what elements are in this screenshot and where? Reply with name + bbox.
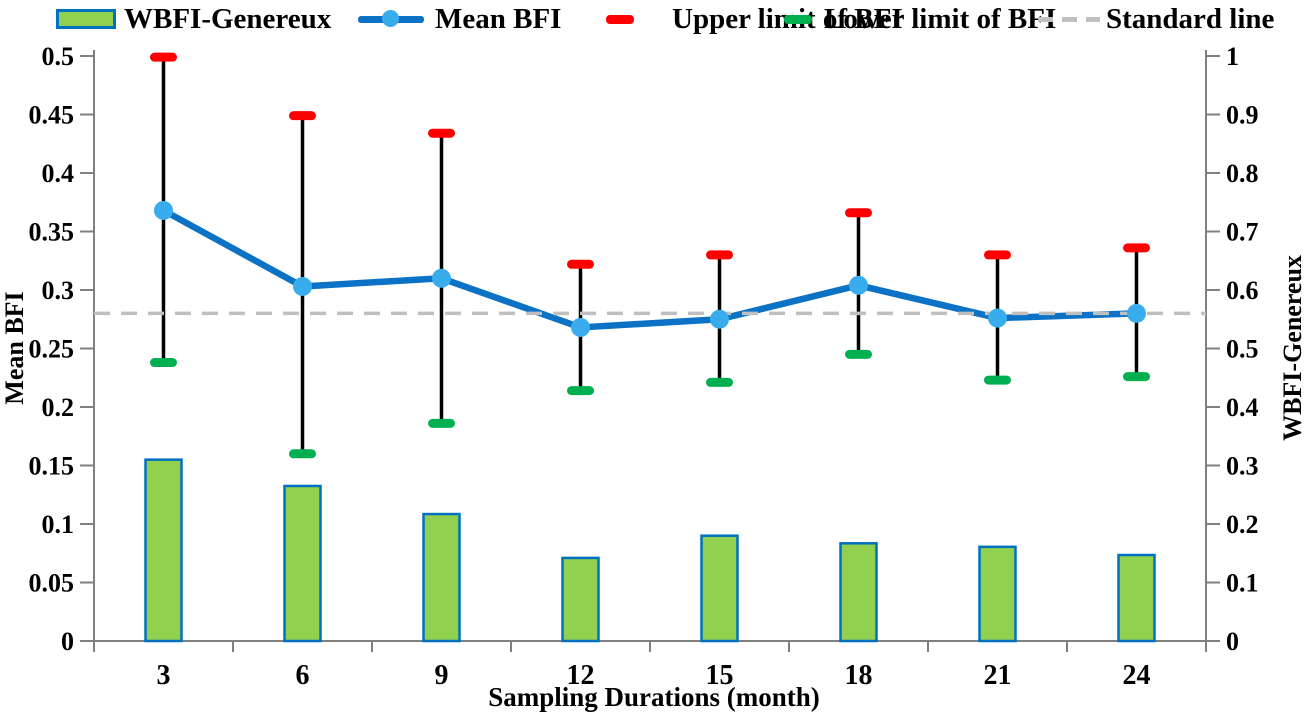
upper-limit-cap <box>984 250 1011 260</box>
mean-marker <box>432 268 451 288</box>
lower-limit-cap <box>150 358 177 368</box>
x-category-label: 21 <box>984 660 1012 691</box>
legend-item-mean-bfi: Mean BFI <box>358 0 561 38</box>
bar <box>144 458 183 643</box>
left-tick-label: 0.5 <box>42 42 75 71</box>
x-category-label: 24 <box>1123 660 1151 691</box>
mean-marker <box>293 276 312 296</box>
bar <box>422 512 461 643</box>
lower-limit-cap <box>1123 372 1150 382</box>
right-tick-label: 1 <box>1226 42 1239 71</box>
right-tick-label: 0.6 <box>1226 276 1259 305</box>
bar <box>1117 553 1156 643</box>
left-tick-label: 0.3 <box>42 276 75 305</box>
mean-bfi-markers <box>154 200 1146 337</box>
left-tick-label: 0.4 <box>42 159 75 188</box>
lower-limit-cap <box>706 377 733 387</box>
right-tick-label: 0.7 <box>1226 218 1259 247</box>
bar <box>839 542 878 643</box>
x-category-label: 3 <box>157 660 171 691</box>
upper-limit-cap <box>289 111 316 121</box>
legend-label: WBFI-Genereux <box>124 2 332 35</box>
axis-ticks <box>80 55 1220 652</box>
legend-item-wbfi-genereux: WBFI-Genereux <box>56 0 331 38</box>
legend-label: Lower limit of BFI <box>824 2 1057 35</box>
left-tick-label: 0.25 <box>29 335 75 364</box>
bar <box>978 545 1017 643</box>
mean-marker <box>988 308 1007 328</box>
upper-limit-cap <box>567 259 594 269</box>
right-tick-label: 0.9 <box>1226 101 1259 130</box>
legend-item-standard-line: Standard line <box>1038 0 1274 38</box>
mean-marker <box>1127 303 1146 323</box>
mean-marker <box>154 200 173 220</box>
x-category-label: 12 <box>567 660 595 691</box>
lower-limit-cap <box>289 449 316 459</box>
left-tick-label: 0.2 <box>42 393 75 422</box>
mean-marker <box>849 275 868 295</box>
lower-limit-cap <box>567 386 594 396</box>
lower-limit-cap <box>845 349 872 359</box>
mean-marker <box>710 309 729 329</box>
left-tick-label: 0.05 <box>29 569 75 598</box>
axis-tick-labels: 0 0.05 0.1 0.15 0.2 0.25 0.3 0.35 0.4 0.45 0.5 0 0.1… <box>29 42 1259 691</box>
gray-dashed-line-icon <box>1038 16 1100 22</box>
bar <box>700 534 739 643</box>
lower-limit-cap <box>428 418 455 428</box>
bar <box>561 556 600 643</box>
x-category-label: 9 <box>435 660 449 691</box>
right-tick-label: 0.4 <box>1226 393 1259 422</box>
axes <box>93 50 1207 642</box>
line-marker-icon <box>358 9 424 29</box>
upper-limit-cap <box>150 52 177 62</box>
right-tick-label: 0.5 <box>1226 335 1259 364</box>
bar-swatch-icon <box>56 9 116 29</box>
left-tick-label: 0.45 <box>29 101 75 130</box>
lower-limit-cap <box>984 375 1011 385</box>
right-tick-label: 0.2 <box>1226 510 1259 539</box>
green-dash-icon <box>784 14 812 24</box>
right-tick-label: 0.3 <box>1226 452 1259 481</box>
x-axis-title: Sampling Durations (month) <box>488 682 820 712</box>
limit-caps <box>150 52 1150 459</box>
right-tick-label: 0 <box>1226 627 1239 656</box>
legend-label: Mean BFI <box>435 2 562 35</box>
upper-limit-cap <box>1123 243 1150 253</box>
right-tick-label: 0.1 <box>1226 569 1259 598</box>
left-tick-label: 0.1 <box>42 510 75 539</box>
legend-label: Standard line <box>1106 2 1275 35</box>
left-tick-label: 0.15 <box>29 452 75 481</box>
x-category-label: 6 <box>296 660 310 691</box>
bars-wbfi-genereux <box>144 458 1156 643</box>
mean-marker <box>571 317 590 337</box>
red-dash-icon <box>606 14 634 24</box>
left-tick-label: 0 <box>61 627 74 656</box>
upper-limit-cap <box>428 128 455 138</box>
upper-limit-cap <box>845 208 872 218</box>
upper-limit-cap <box>706 250 733 260</box>
legend: WBFI-Genereux Mean BFI Upper limit of BF… <box>0 0 1308 38</box>
left-tick-label: 0.35 <box>29 218 75 247</box>
legend-item-lower-limit: Lower limit of BFI <box>784 0 1056 38</box>
bar <box>283 484 322 643</box>
x-category-label: 15 <box>706 660 734 691</box>
x-category-label: 18 <box>845 660 873 691</box>
right-tick-label: 0.8 <box>1226 159 1259 188</box>
mean-bfi-line <box>160 207 1140 331</box>
